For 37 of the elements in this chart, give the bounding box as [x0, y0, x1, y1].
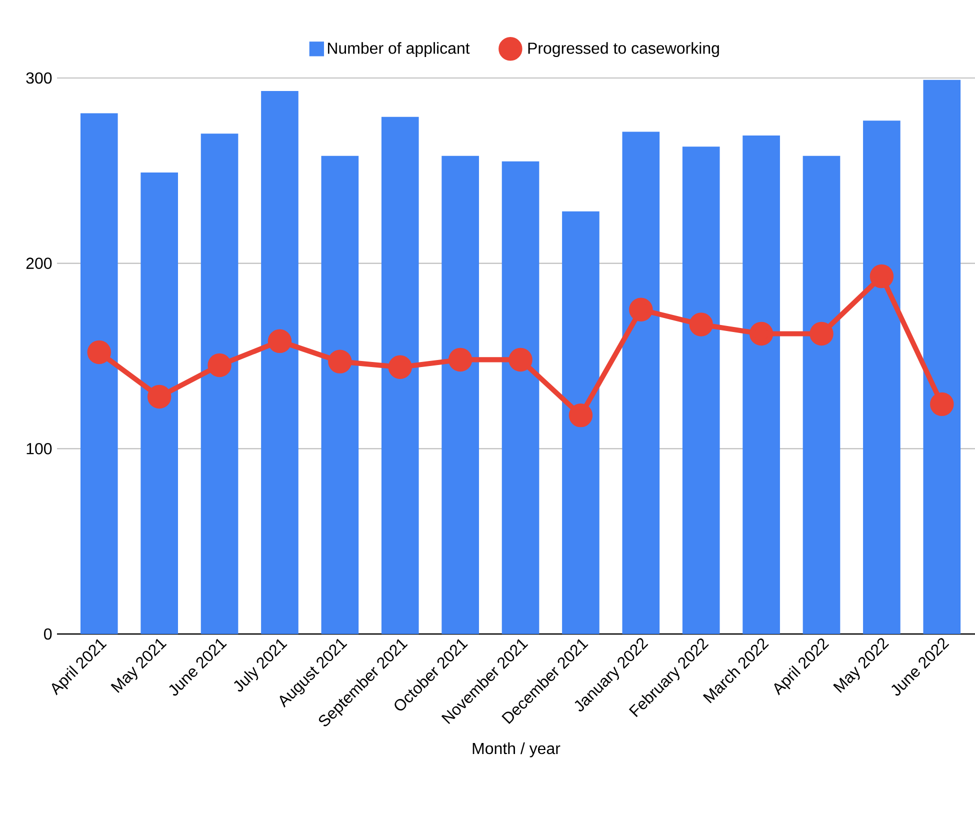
point	[508, 348, 532, 372]
point	[87, 340, 112, 364]
bar	[200, 134, 238, 634]
point	[870, 264, 894, 288]
point	[810, 322, 834, 346]
bar	[863, 120, 900, 634]
point	[388, 355, 412, 379]
point	[268, 329, 292, 354]
x-axis-title: Month / year	[472, 742, 560, 758]
bar	[562, 211, 600, 634]
bar	[682, 146, 720, 634]
point	[930, 392, 954, 416]
bar	[80, 113, 118, 634]
bar	[381, 116, 419, 634]
point	[328, 350, 352, 374]
bar	[802, 156, 840, 634]
bar	[261, 90, 298, 634]
legend-label: Number of applicant	[328, 42, 470, 58]
bar	[321, 156, 359, 634]
y-tick-label: 300	[26, 72, 52, 84]
point	[629, 298, 653, 322]
y-tick-label: 200	[26, 258, 52, 269]
point	[448, 348, 472, 372]
bar	[140, 172, 178, 634]
legend-label: Progressed to caseworking	[528, 42, 719, 58]
point	[568, 403, 593, 428]
point	[689, 312, 713, 336]
point	[208, 353, 232, 378]
y-tick-label: 100	[26, 443, 52, 454]
bar	[923, 80, 961, 634]
point	[147, 384, 172, 409]
bar	[622, 132, 660, 634]
bar	[742, 135, 780, 634]
bar	[502, 161, 540, 634]
point	[749, 322, 774, 346]
bar	[442, 156, 479, 634]
y-tick-label: 0	[44, 628, 52, 640]
